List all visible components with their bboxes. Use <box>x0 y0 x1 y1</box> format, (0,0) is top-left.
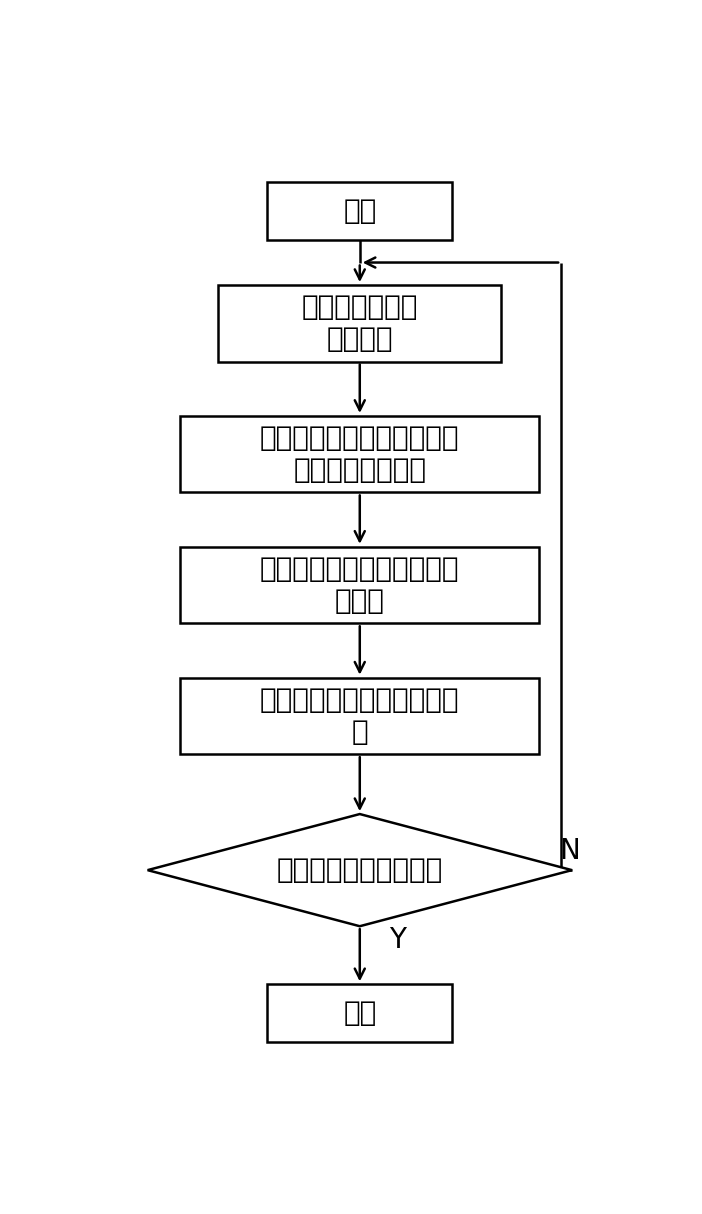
Text: 结束: 结束 <box>343 999 376 1027</box>
Bar <box>180 677 539 754</box>
Polygon shape <box>147 815 572 926</box>
Text: 开始: 开始 <box>343 197 376 225</box>
Text: Y: Y <box>390 926 406 954</box>
Bar <box>267 985 452 1042</box>
Bar <box>218 285 501 362</box>
Text: N: N <box>559 838 580 866</box>
Text: 是否与颤振时频谱一致: 是否与颤振时频谱一致 <box>277 856 443 884</box>
Text: 利用希尔伯特变换得到时频
谱: 利用希尔伯特变换得到时频 谱 <box>260 686 460 747</box>
Text: 对刀具振动信号进行经验模
态分解: 对刀具振动信号进行经验模 态分解 <box>260 555 460 615</box>
Text: 利用最小二乘法确定相应的
刀具中心振动变化: 利用最小二乘法确定相应的 刀具中心振动变化 <box>260 424 460 484</box>
Text: 选择合适的位移
采样窗口: 选择合适的位移 采样窗口 <box>302 293 418 353</box>
Bar <box>267 182 452 240</box>
Bar <box>180 416 539 493</box>
Bar <box>180 546 539 623</box>
